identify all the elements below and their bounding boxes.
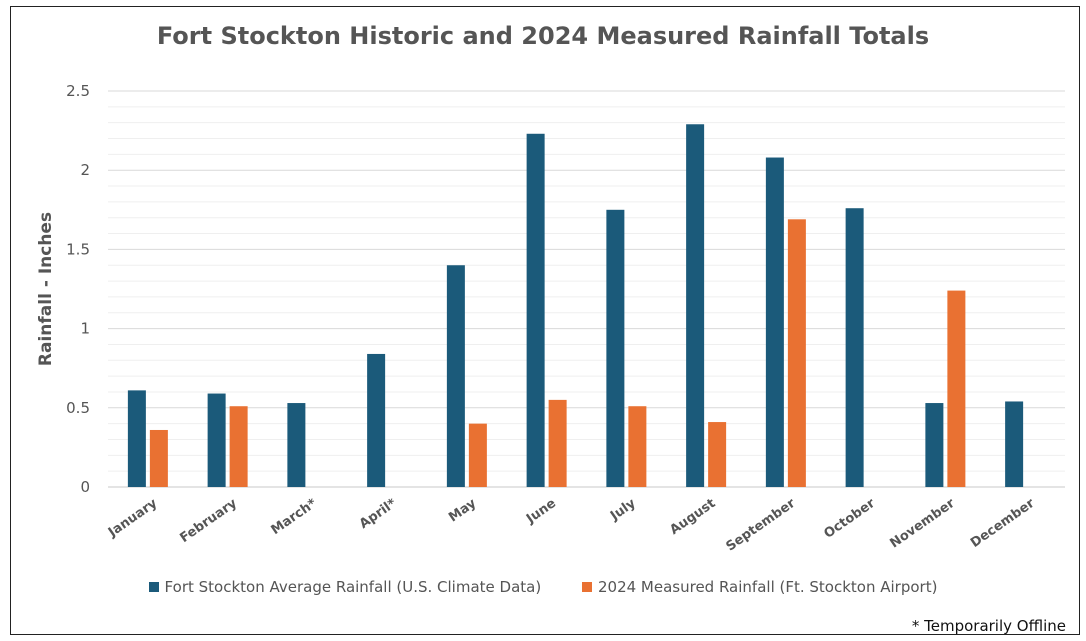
bar-average-september — [765, 157, 784, 487]
x-tick-label: October — [821, 496, 878, 542]
y-tick-label: 1.5 — [66, 240, 90, 258]
x-tick-label: May — [446, 496, 479, 526]
bar-average-november — [925, 403, 944, 487]
bar-average-june — [526, 133, 545, 487]
chart-title: Fort Stockton Historic and 2024 Measured… — [156, 22, 930, 50]
bar-average-february — [207, 393, 226, 487]
x-tick-label: June — [523, 496, 559, 527]
legend-label-average: Fort Stockton Average Rainfall (U.S. Cli… — [164, 578, 542, 596]
bar-average-march — [287, 403, 306, 487]
x-tick-label: December — [968, 496, 1038, 551]
x-tick-label: August — [667, 496, 718, 538]
bar-2024-september — [787, 219, 806, 487]
bar-2024-june — [548, 399, 567, 487]
footnote: * Temporarily Offline — [911, 617, 1066, 635]
x-tick-label: April* — [357, 496, 400, 532]
y-tick-label: 2 — [80, 161, 90, 179]
bar-average-august — [686, 124, 705, 487]
bar-2024-january — [149, 429, 168, 487]
legend-swatch-average — [148, 582, 159, 592]
x-tick-label: July — [607, 496, 639, 525]
bar-average-july — [606, 209, 625, 488]
x-tick-label: September — [724, 496, 799, 555]
bar-2024-february — [229, 406, 248, 487]
y-tick-label: 0 — [80, 478, 90, 496]
x-tick-label: March* — [269, 496, 320, 538]
y-tick-label: 2.5 — [66, 82, 90, 100]
x-tick-label: January — [105, 496, 161, 541]
bar-2024-may — [468, 423, 487, 487]
bar-2024-august — [708, 422, 727, 487]
legend-item-2024: 2024 Measured Rainfall (Ft. Stockton Air… — [581, 578, 938, 596]
x-tick-label: February — [177, 496, 240, 546]
bar-2024-november — [947, 290, 966, 487]
bar-average-january — [127, 390, 146, 487]
legend-label-2024: 2024 Measured Rainfall (Ft. Stockton Air… — [597, 578, 938, 596]
y-tick-label: 1 — [80, 320, 90, 338]
bar-2024-july — [628, 406, 647, 487]
x-tick-label: November — [887, 496, 958, 552]
legend-item-average: Fort Stockton Average Rainfall (U.S. Cli… — [148, 578, 542, 596]
legend: Fort Stockton Average Rainfall (U.S. Cli… — [0, 578, 1086, 596]
bar-average-may — [446, 265, 465, 487]
legend-swatch-2024 — [581, 582, 592, 592]
bar-average-april — [367, 353, 386, 487]
bar-average-december — [1005, 401, 1024, 487]
bar-average-october — [845, 208, 864, 487]
y-tick-label: 0.5 — [66, 399, 90, 417]
chart-frame — [10, 6, 1080, 635]
y-axis-title: Rainfall - Inches — [36, 212, 56, 366]
